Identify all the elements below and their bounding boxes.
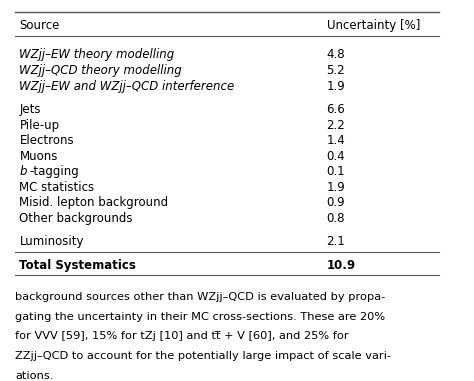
Text: WZjj–QCD theory modelling: WZjj–QCD theory modelling	[19, 64, 182, 77]
Text: 1.9: 1.9	[327, 80, 345, 93]
Text: Jets: Jets	[19, 103, 41, 116]
Text: Luminosity: Luminosity	[19, 235, 84, 248]
Text: background sources other than WZjj–QCD is evaluated by propa-: background sources other than WZjj–QCD i…	[15, 292, 385, 302]
Text: Uncertainty [%]: Uncertainty [%]	[327, 19, 420, 32]
Text: Misid. lepton background: Misid. lepton background	[19, 196, 169, 209]
Text: ZZjj–QCD to account for the potentially large impact of scale vari-: ZZjj–QCD to account for the potentially …	[15, 351, 391, 361]
Text: 0.9: 0.9	[327, 196, 345, 209]
Text: 6.6: 6.6	[327, 103, 345, 116]
Text: for VVV [59], 15% for tZj [10] and tt̅ + V [60], and 25% for: for VVV [59], 15% for tZj [10] and tt̅ +…	[15, 331, 348, 341]
Text: 0.1: 0.1	[327, 165, 345, 178]
Text: 1.9: 1.9	[327, 181, 345, 194]
Text: WZjj–EW and WZjj–QCD interference: WZjj–EW and WZjj–QCD interference	[19, 80, 235, 93]
Text: Other backgrounds: Other backgrounds	[19, 212, 133, 225]
Text: -tagging: -tagging	[29, 165, 79, 178]
Text: 10.9: 10.9	[327, 259, 356, 272]
Text: 0.4: 0.4	[327, 150, 345, 163]
Text: Muons: Muons	[19, 150, 58, 163]
Text: ations.: ations.	[15, 371, 53, 381]
Text: 4.8: 4.8	[327, 48, 345, 61]
Text: Electrons: Electrons	[19, 134, 74, 147]
Text: 2.2: 2.2	[327, 118, 345, 131]
Text: gating the uncertainty in their MC cross-sections. These are 20%: gating the uncertainty in their MC cross…	[15, 312, 385, 322]
Text: 1.4: 1.4	[327, 134, 345, 147]
Text: b: b	[19, 165, 27, 178]
Text: Pile-up: Pile-up	[19, 118, 60, 131]
Text: 0.8: 0.8	[327, 212, 345, 225]
Text: 5.2: 5.2	[327, 64, 345, 77]
Text: Total Systematics: Total Systematics	[19, 259, 137, 272]
Text: Source: Source	[19, 19, 60, 32]
Text: 2.1: 2.1	[327, 235, 345, 248]
Text: MC statistics: MC statistics	[19, 181, 95, 194]
Text: WZjj–EW theory modelling: WZjj–EW theory modelling	[19, 48, 175, 61]
